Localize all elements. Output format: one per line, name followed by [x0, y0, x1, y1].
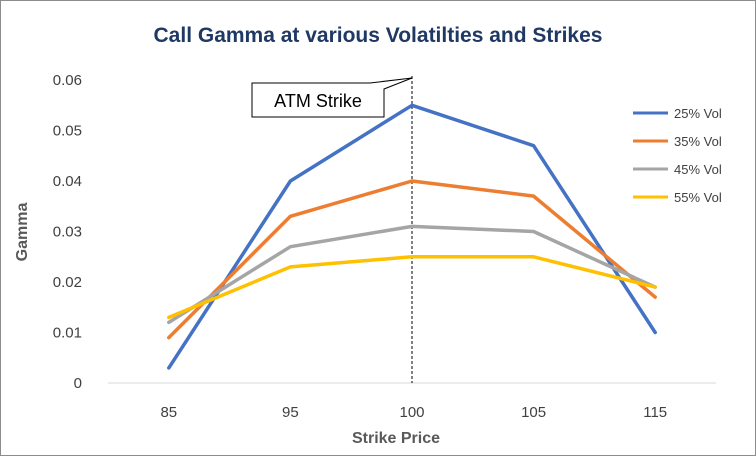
y-axis-ticks: 0 0.01 0.02 0.03 0.04 0.05 0.06	[53, 72, 82, 392]
x-tick-label: 105	[521, 404, 546, 421]
legend-label-2: 35% Vol	[674, 134, 722, 149]
x-axis-ticks: 85 95 100 105 115	[160, 404, 667, 421]
series-line-2	[167, 179, 657, 340]
legend-label-4: 55% Vol	[674, 190, 722, 205]
y-tick-label: 0.03	[53, 224, 82, 241]
y-tick-label: 0	[74, 375, 82, 392]
y-tick-label: 0.06	[53, 72, 82, 89]
atm-callout: ATM Strike	[251, 77, 413, 118]
y-tick-label: 0.05	[53, 123, 82, 140]
atm-callout-box	[251, 77, 413, 118]
x-axis-title: Strike Price	[352, 430, 440, 447]
series-line-3	[167, 224, 657, 325]
x-tick-label: 85	[160, 404, 177, 421]
legend: 25% Vol 35% Vol 45% Vol 55% Vol	[633, 106, 722, 205]
x-tick-label: 115	[643, 404, 667, 421]
x-tick-label: 100	[399, 404, 424, 421]
y-tick-label: 0.01	[53, 325, 82, 342]
legend-label-3: 45% Vol	[674, 162, 722, 177]
series-line-1	[167, 103, 657, 370]
y-tick-label: 0.04	[53, 173, 82, 190]
series-line-4	[167, 255, 657, 320]
chart-title: Call Gamma at various Volatilties and St…	[154, 24, 603, 47]
atm-callout-label: ATM Strike	[274, 91, 362, 111]
legend-label-1: 25% Vol	[674, 106, 722, 121]
y-axis-title: Gamma	[14, 203, 31, 262]
x-tick-label: 95	[282, 404, 299, 421]
y-tick-label: 0.02	[53, 274, 82, 291]
series-lines	[167, 103, 657, 370]
